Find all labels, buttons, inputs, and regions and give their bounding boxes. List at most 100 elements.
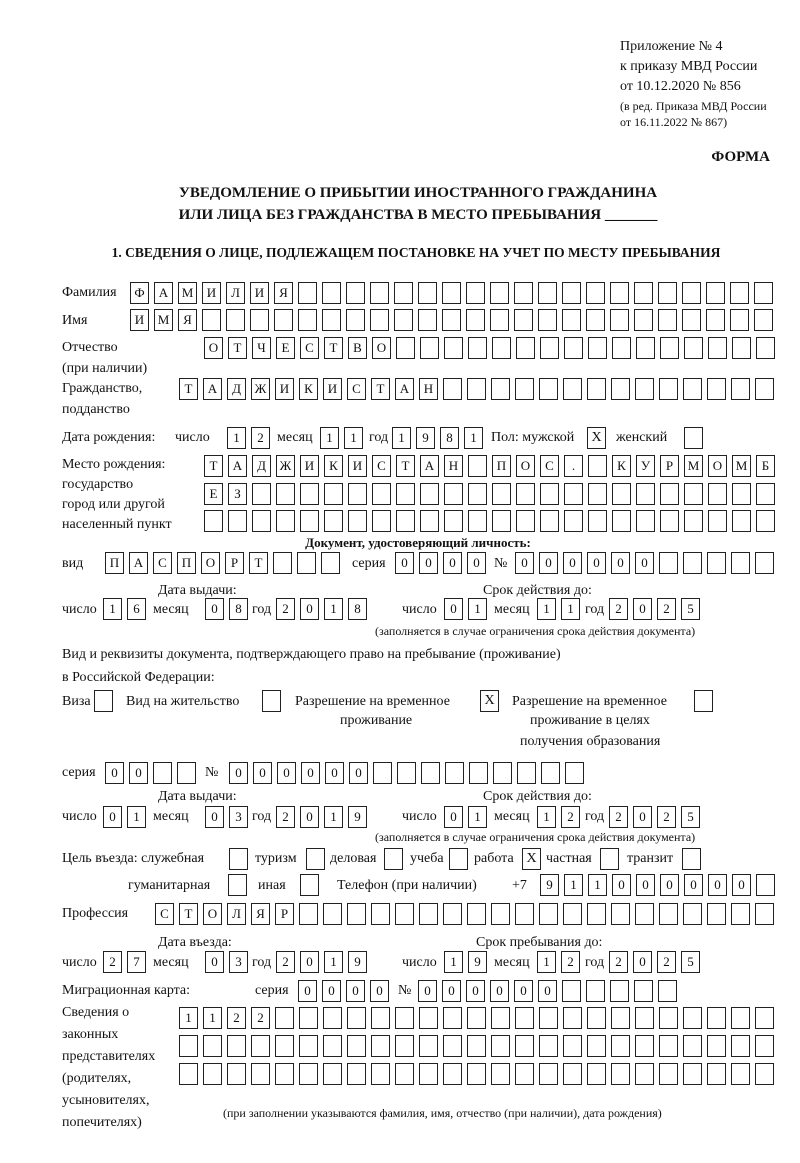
- char-box[interactable]: 1: [324, 806, 343, 828]
- char-box[interactable]: [588, 455, 607, 477]
- char-box[interactable]: [273, 552, 292, 574]
- char-box[interactable]: 2: [103, 951, 122, 973]
- char-box[interactable]: Н: [419, 378, 438, 400]
- char-box[interactable]: [636, 483, 655, 505]
- char-box[interactable]: 9: [348, 806, 367, 828]
- char-box[interactable]: [683, 1007, 702, 1029]
- char-box[interactable]: [516, 337, 535, 359]
- char-box[interactable]: [540, 337, 559, 359]
- char-box[interactable]: [539, 1007, 558, 1029]
- char-box[interactable]: [539, 1035, 558, 1057]
- char-box[interactable]: [514, 309, 533, 331]
- char-box[interactable]: Е: [276, 337, 295, 359]
- char-box[interactable]: С: [540, 455, 559, 477]
- char-box[interactable]: 0: [636, 874, 655, 896]
- char-box[interactable]: И: [250, 282, 269, 304]
- char-box[interactable]: О: [204, 337, 223, 359]
- char-box[interactable]: 1: [464, 427, 483, 449]
- char-box[interactable]: 2: [609, 951, 628, 973]
- char-box[interactable]: [515, 1063, 534, 1085]
- char-box[interactable]: [179, 1063, 198, 1085]
- char-box[interactable]: [298, 309, 317, 331]
- char-box[interactable]: 2: [657, 598, 676, 620]
- char-box[interactable]: 8: [348, 598, 367, 620]
- char-box[interactable]: [538, 282, 557, 304]
- char-box[interactable]: [658, 282, 677, 304]
- char-box[interactable]: [443, 1035, 462, 1057]
- char-box[interactable]: [610, 309, 629, 331]
- char-box[interactable]: М: [684, 455, 703, 477]
- char-box[interactable]: [298, 282, 317, 304]
- char-box[interactable]: 8: [440, 427, 459, 449]
- char-box[interactable]: 1: [324, 951, 343, 973]
- char-box[interactable]: [731, 903, 750, 925]
- char-box[interactable]: [467, 1007, 486, 1029]
- char-box[interactable]: 1: [561, 598, 580, 620]
- char-box[interactable]: Н: [444, 455, 463, 477]
- char-box[interactable]: [395, 1063, 414, 1085]
- char-box[interactable]: 0: [129, 762, 148, 784]
- char-box[interactable]: [324, 483, 343, 505]
- char-box[interactable]: 1: [537, 598, 556, 620]
- char-box[interactable]: 0: [587, 552, 606, 574]
- char-box[interactable]: [226, 309, 245, 331]
- char-box[interactable]: 0: [563, 552, 582, 574]
- char-box[interactable]: [611, 1035, 630, 1057]
- char-box[interactable]: [683, 552, 702, 574]
- char-box[interactable]: 1: [392, 427, 411, 449]
- char-box[interactable]: [276, 483, 295, 505]
- char-box[interactable]: [419, 903, 438, 925]
- char-box[interactable]: [323, 1063, 342, 1085]
- char-box[interactable]: 7: [127, 951, 146, 973]
- char-box[interactable]: [420, 483, 439, 505]
- char-box[interactable]: [755, 378, 774, 400]
- char-box[interactable]: [467, 1035, 486, 1057]
- char-box[interactable]: 0: [322, 980, 341, 1002]
- char-box[interactable]: [323, 1035, 342, 1057]
- temp-edu-checkbox[interactable]: [694, 690, 713, 712]
- char-box[interactable]: В: [348, 337, 367, 359]
- char-box[interactable]: [370, 309, 389, 331]
- char-box[interactable]: [539, 1063, 558, 1085]
- char-box[interactable]: [684, 510, 703, 532]
- char-box[interactable]: [469, 762, 488, 784]
- char-box[interactable]: [587, 903, 606, 925]
- char-box[interactable]: [732, 510, 751, 532]
- char-box[interactable]: 2: [227, 1007, 246, 1029]
- char-box[interactable]: [634, 282, 653, 304]
- char-box[interactable]: Ж: [276, 455, 295, 477]
- char-box[interactable]: [491, 903, 510, 925]
- char-box[interactable]: [731, 1007, 750, 1029]
- char-box[interactable]: 0: [105, 762, 124, 784]
- char-box[interactable]: [755, 903, 774, 925]
- char-box[interactable]: [707, 552, 726, 574]
- char-box[interactable]: [323, 1007, 342, 1029]
- char-box[interactable]: А: [228, 455, 247, 477]
- char-box[interactable]: [539, 378, 558, 400]
- purpose-humanitarian-checkbox[interactable]: [228, 874, 247, 896]
- char-box[interactable]: [275, 1035, 294, 1057]
- purpose-other-checkbox[interactable]: [300, 874, 319, 896]
- char-box[interactable]: 0: [443, 552, 462, 574]
- char-box[interactable]: [684, 483, 703, 505]
- char-box[interactable]: 0: [514, 980, 533, 1002]
- char-box[interactable]: [442, 309, 461, 331]
- purpose-service-checkbox[interactable]: [229, 848, 248, 870]
- char-box[interactable]: С: [155, 903, 174, 925]
- char-box[interactable]: Д: [252, 455, 271, 477]
- char-box[interactable]: [659, 378, 678, 400]
- char-box[interactable]: [442, 282, 461, 304]
- char-box[interactable]: [252, 510, 271, 532]
- char-box[interactable]: М: [732, 455, 751, 477]
- char-box[interactable]: 3: [229, 806, 248, 828]
